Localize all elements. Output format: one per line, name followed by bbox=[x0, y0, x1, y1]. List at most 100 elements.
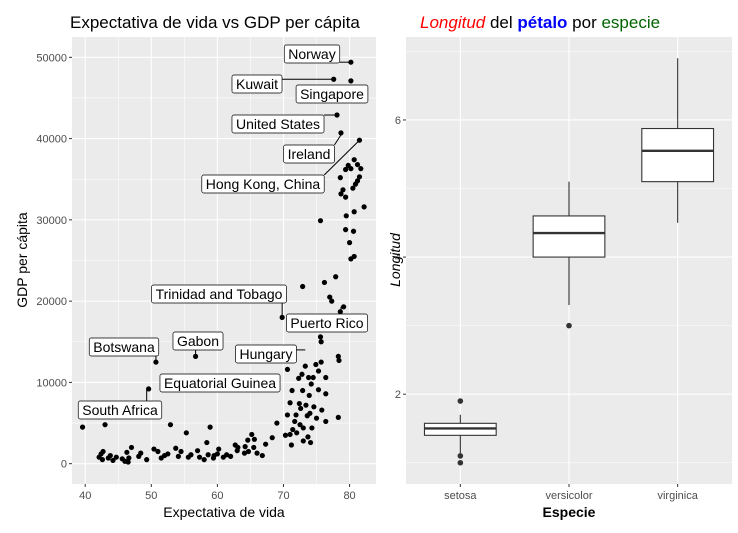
scatter-point bbox=[194, 448, 201, 454]
scatter-point bbox=[167, 422, 174, 428]
boxplot-x-tick-label: setosa bbox=[444, 490, 477, 502]
scatter-point bbox=[242, 444, 248, 450]
scatter-point bbox=[350, 228, 357, 234]
scatter-point bbox=[128, 444, 135, 451]
annotation-leader bbox=[323, 139, 360, 176]
annotation-text: South Africa bbox=[82, 402, 158, 418]
boxplot-y-tick-label: 2 bbox=[395, 389, 401, 401]
annotation-box bbox=[283, 144, 335, 164]
scatter-point bbox=[351, 157, 357, 163]
scatter-point bbox=[263, 441, 269, 447]
scatter-point bbox=[351, 253, 357, 260]
scatter-point bbox=[251, 444, 257, 451]
scatter-point bbox=[124, 449, 130, 455]
scatter-point bbox=[323, 391, 329, 397]
scatter-y-tick-label: 30000 bbox=[36, 215, 67, 227]
annotation-label: United States bbox=[231, 114, 338, 134]
scatter-point bbox=[300, 425, 306, 431]
outlier-point bbox=[566, 322, 572, 329]
outlier-point bbox=[457, 398, 464, 404]
annotation-label: Hungary bbox=[235, 344, 306, 364]
scatter-point bbox=[337, 175, 343, 181]
scatter-point bbox=[308, 381, 314, 387]
scatter-x-title: Expectativa de vida bbox=[163, 504, 285, 520]
annotation-label: Norway bbox=[283, 44, 351, 64]
scatter-y-axis: 0 10000 20000 30000 40000 50000 bbox=[36, 52, 72, 471]
annotation-label: Botswana bbox=[88, 337, 160, 363]
scatter-point bbox=[294, 430, 300, 436]
scatter-y-tick-label: 10000 bbox=[36, 377, 67, 389]
scatter-point bbox=[313, 415, 320, 421]
annotation-box bbox=[151, 284, 287, 304]
scatter-point bbox=[284, 412, 291, 418]
annotation-text: United States bbox=[236, 116, 320, 132]
scatter-point bbox=[259, 452, 265, 459]
scatter-point bbox=[343, 194, 349, 200]
scatter-x-axis: 40 50 60 70 80 bbox=[79, 484, 356, 502]
scatter-point bbox=[298, 405, 304, 412]
iqr-box bbox=[532, 215, 606, 258]
scatter-y-tick-label: 40000 bbox=[36, 134, 67, 146]
scatter-point bbox=[350, 185, 356, 191]
scatter-point bbox=[310, 374, 316, 381]
scatter-point bbox=[297, 422, 303, 428]
boxplot-box-setosa bbox=[423, 398, 497, 466]
scatter-point bbox=[292, 418, 298, 425]
boxplot-y-tick-label: 4 bbox=[395, 252, 401, 264]
scatter-point bbox=[138, 450, 144, 456]
scatter-point bbox=[224, 452, 230, 458]
annotation-label: Hong Kong, China bbox=[201, 139, 360, 194]
outlier-point bbox=[457, 459, 464, 466]
scatter-points bbox=[79, 59, 367, 465]
scatter-point bbox=[343, 166, 349, 173]
scatter-point bbox=[296, 400, 302, 407]
annotation-text: Norway bbox=[288, 46, 335, 62]
scatter-point bbox=[144, 457, 150, 463]
scatter-point bbox=[287, 431, 293, 438]
scatter-point bbox=[178, 448, 184, 455]
scatter-annotations: Norway Kuwait Singapore United States Irelan… bbox=[77, 44, 369, 420]
scatter-point bbox=[188, 452, 194, 458]
scatter-point bbox=[343, 213, 349, 219]
scatter-x-tick-label: 60 bbox=[211, 490, 223, 502]
boxplot-x-tick-label: versicolor bbox=[545, 490, 592, 502]
scatter-point bbox=[323, 418, 329, 425]
scatter-point bbox=[126, 455, 132, 461]
annotation-box bbox=[231, 114, 325, 134]
scatter-point bbox=[309, 425, 315, 431]
scatter-point bbox=[228, 453, 234, 459]
scatter-point bbox=[79, 424, 86, 430]
boxplot-x-title: Especie bbox=[543, 504, 596, 520]
scatter-point bbox=[302, 363, 308, 369]
scatter-point bbox=[340, 187, 346, 193]
scatter-point bbox=[305, 374, 312, 381]
annotation-label: Equatorial Guinea bbox=[159, 373, 281, 393]
annotation-label: Trinidad and Tobago bbox=[151, 284, 287, 318]
scatter-point bbox=[303, 402, 309, 408]
scatter-point bbox=[249, 431, 255, 438]
boxplot-title-part: pétalo bbox=[517, 13, 567, 32]
boxplot-title-part: especie bbox=[601, 13, 660, 32]
scatter-point bbox=[290, 426, 296, 433]
scatter-x-tick-label: 40 bbox=[79, 490, 91, 502]
annotation-label: South Africa bbox=[77, 388, 163, 420]
scatter-point bbox=[335, 414, 341, 420]
scatter-point bbox=[296, 375, 302, 381]
scatter-point bbox=[99, 457, 105, 463]
annotation-box bbox=[88, 337, 160, 357]
scatter-point bbox=[318, 359, 324, 365]
scatter-y-tick-label: 0 bbox=[61, 459, 67, 471]
scatter-point bbox=[288, 442, 295, 448]
scatter-point bbox=[245, 448, 252, 455]
boxplot-y-axis: 2 4 6 bbox=[395, 115, 406, 401]
boxplot-box-versicolor bbox=[532, 181, 606, 329]
scatter-point bbox=[329, 298, 335, 304]
scatter-point bbox=[155, 448, 161, 455]
annotation-box bbox=[295, 84, 369, 104]
scatter-point bbox=[307, 439, 314, 446]
scatter-point bbox=[348, 78, 354, 84]
annotation-text: Equatorial Guinea bbox=[164, 375, 276, 391]
scatter-x-tick-label: 80 bbox=[343, 490, 355, 502]
scatter-point bbox=[354, 161, 361, 168]
scatter-point bbox=[315, 368, 322, 374]
